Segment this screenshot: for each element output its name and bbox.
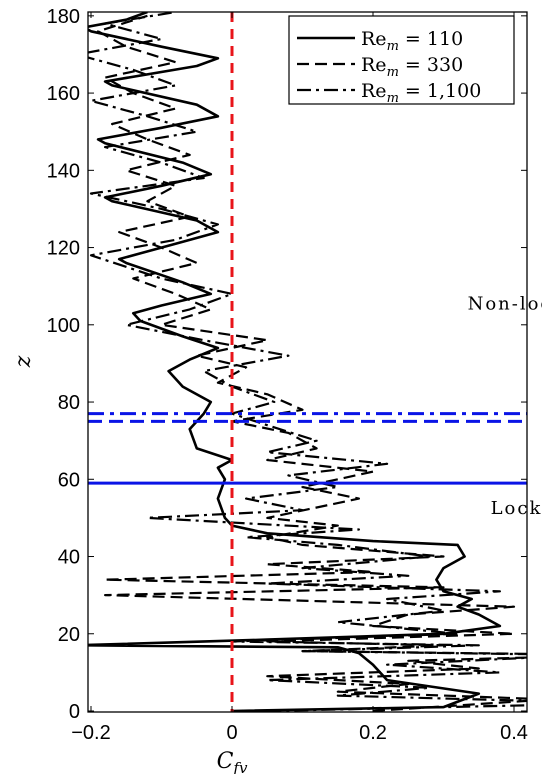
series-line-2: [97, 14, 527, 712]
axis-labels: Cfv z: [11, 355, 248, 774]
legend-subscript: m: [387, 39, 399, 54]
y-tick-label-10: 180: [47, 6, 80, 28]
axes: [87, 11, 528, 713]
legend-subscript: m: [387, 91, 399, 106]
annotation-1: Non-lock-in region: [468, 293, 542, 314]
series-line-1: [88, 12, 502, 712]
x-axis-label-main: C: [217, 749, 234, 774]
x-axis-label: Cfv: [217, 749, 248, 774]
reference-lines: [88, 12, 527, 712]
legend-value: = 1,100: [399, 80, 481, 102]
y-tick-label-4: 60: [58, 469, 80, 491]
series-line-3: [88, 12, 527, 712]
legend-value: = 110: [399, 28, 463, 50]
x-tick-label-3: 0.2: [359, 722, 387, 744]
x-tick-label-2: 0: [226, 722, 237, 744]
y-tick-label-1: 0: [69, 701, 80, 723]
legend-value: = 330: [399, 54, 463, 76]
legend-prefix: Re: [361, 54, 387, 76]
legend-label-1: Rem = 110: [361, 28, 463, 54]
legend-label-3: Rem = 1,100: [361, 80, 481, 106]
legend-subscript: m: [387, 65, 399, 80]
tick-labels: −0.200.20.40.6020406080100120140160180: [47, 6, 528, 744]
legend-label-2: Rem = 330: [361, 54, 463, 80]
axes-frame: [87, 11, 528, 713]
series-layer: [88, 12, 527, 712]
y-tick-label-2: 20: [58, 624, 80, 646]
legend-prefix: Re: [361, 28, 387, 50]
annotations: Non-lock-in region Lock-in region: [468, 293, 542, 519]
y-tick-label-9: 160: [47, 83, 80, 105]
y-tick-label-8: 140: [47, 160, 80, 182]
annotation-2: Lock-in region: [491, 498, 542, 519]
y-tick-label-7: 120: [47, 238, 80, 260]
x-axis-label-sub: fv: [232, 759, 248, 774]
x-tick-label-4: 0.4: [500, 722, 528, 744]
legend-prefix: Re: [361, 80, 387, 102]
y-tick-label-6: 100: [47, 315, 80, 337]
y-tick-label-5: 80: [58, 392, 80, 414]
y-tick-label-3: 40: [58, 547, 80, 569]
y-axis-label: z: [11, 355, 36, 368]
x-tick-label-1: −0.2: [71, 722, 110, 744]
